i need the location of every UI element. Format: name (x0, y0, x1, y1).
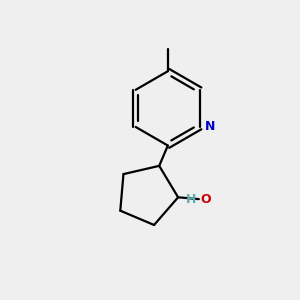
Text: H: H (185, 193, 196, 206)
Text: O: O (200, 193, 211, 206)
Text: N: N (206, 121, 216, 134)
